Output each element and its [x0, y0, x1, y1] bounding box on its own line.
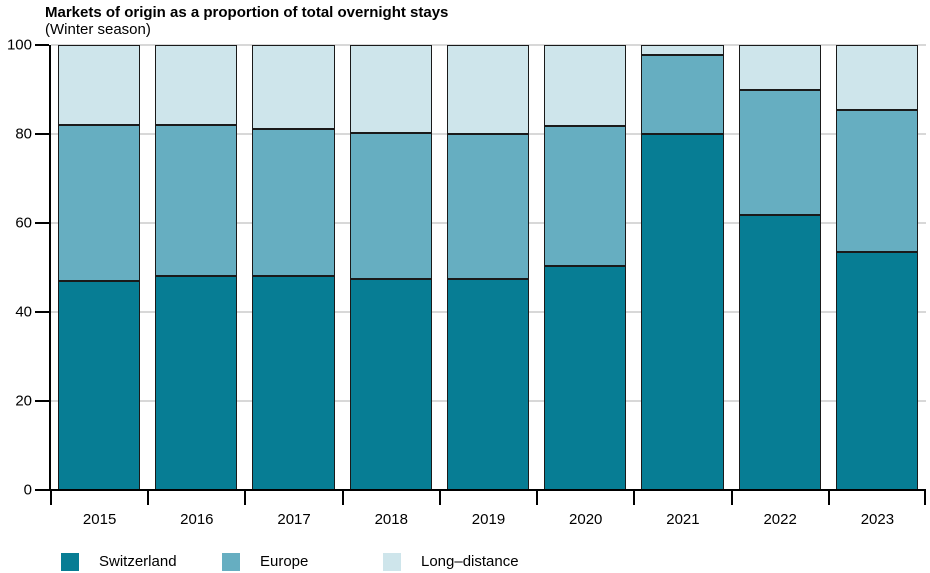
segment-2023-switzerland: [835, 251, 918, 490]
segment-2018-long–distance: [349, 45, 432, 133]
segment-2017-europe: [252, 128, 335, 277]
segment-2017-long–distance: [252, 45, 335, 129]
bar-group-2019: [440, 45, 537, 490]
segment-2022-switzerland: [738, 215, 821, 490]
bar-group-2021: [634, 45, 731, 490]
stacked-bar-2015: [58, 45, 141, 490]
y-tick-80: [35, 133, 49, 135]
y-tick-label: 80: [15, 125, 32, 143]
segment-2019-switzerland: [446, 278, 530, 490]
segment-2023-europe: [835, 109, 918, 252]
segment-2018-europe: [349, 132, 432, 280]
segment-2016-europe: [155, 125, 238, 277]
y-tick-100: [35, 44, 49, 46]
segment-2020-long–distance: [544, 45, 627, 127]
x-tick-label: 2019: [471, 511, 506, 528]
legend: Switzerland Europe Long–distance: [0, 551, 930, 572]
y-tick-40: [35, 311, 49, 313]
segment-2016-long–distance: [155, 45, 238, 126]
legend-label: Switzerland: [99, 553, 177, 570]
stacked-bar-2020: [544, 45, 627, 490]
chart-title: Markets of origin as a proportion of tot…: [45, 4, 449, 21]
legend-item-switzerland: Switzerland: [61, 551, 177, 572]
x-tick-2: [244, 490, 247, 505]
segment-2015-switzerland: [58, 280, 141, 490]
x-tick-0: [50, 490, 52, 505]
chart-subtitle: (Winter season): [45, 21, 151, 38]
legend-swatch-icon: [61, 552, 79, 571]
y-tick-60: [35, 222, 49, 224]
segment-2018-switzerland: [349, 279, 432, 490]
x-tick-8: [827, 490, 830, 505]
x-tick-3: [341, 490, 344, 505]
y-tick-20: [35, 400, 49, 402]
stacked-bar-2023: [835, 45, 918, 490]
bar-group-2023: [829, 45, 926, 490]
segment-2021-long–distance: [641, 45, 724, 56]
segment-2019-long–distance: [446, 45, 530, 134]
x-tick-label: 2020: [569, 511, 603, 528]
segment-2022-europe: [738, 89, 821, 216]
legend-item-long-distance: Long–distance: [383, 551, 519, 572]
bar-group-2017: [245, 45, 342, 490]
segment-2023-long–distance: [835, 45, 918, 110]
y-tick-label: 100: [6, 36, 32, 54]
stacked-bar-2019: [446, 45, 530, 490]
stacked-bar-2017: [252, 45, 335, 490]
segment-2021-switzerland: [641, 134, 724, 490]
segment-2017-switzerland: [252, 276, 335, 490]
y-axis-line: [49, 45, 51, 490]
bar-group-2022: [732, 45, 829, 490]
x-tick-label: 2023: [860, 511, 895, 528]
stacked-bar-2021: [641, 45, 724, 490]
x-axis-line: [35, 489, 926, 491]
x-tick-label: 2015: [82, 511, 117, 528]
segment-2015-europe: [58, 125, 141, 281]
y-tick-label: 20: [15, 392, 32, 410]
bar-group-2020: [537, 45, 634, 490]
segment-2021-europe: [641, 55, 724, 134]
x-tick-label: 2017: [277, 511, 311, 528]
y-tick-label: 0: [23, 481, 32, 499]
segment-2019-europe: [446, 134, 530, 279]
x-tick-5: [536, 490, 539, 505]
x-tick-1: [147, 490, 150, 505]
legend-item-europe: Europe: [222, 551, 308, 572]
x-tick-label: 2016: [180, 511, 214, 528]
x-tick-label: 2022: [763, 511, 797, 528]
y-tick-label: 40: [15, 303, 32, 321]
legend-swatch-icon: [222, 552, 240, 571]
bar-group-2015: [51, 45, 148, 490]
bar-group-2016: [148, 45, 245, 490]
x-tick-9: [924, 490, 926, 505]
x-tick-6: [633, 490, 636, 505]
legend-label: Europe: [260, 553, 309, 570]
segment-2015-long–distance: [58, 45, 141, 126]
stacked-bar-2016: [155, 45, 238, 490]
legend-swatch-icon: [383, 552, 401, 571]
segment-2020-europe: [544, 126, 627, 266]
x-tick-7: [730, 490, 733, 505]
segment-2016-switzerland: [155, 276, 238, 490]
y-tick-label: 60: [15, 214, 32, 232]
legend-label: Long–distance: [421, 553, 519, 570]
plot-area: 0 20 40 60 80 100 2015 2016 2017 2018 2019 2020 2021…: [7, 38, 926, 528]
x-tick-4: [438, 490, 441, 505]
stacked-bar-2018: [349, 45, 432, 490]
segment-2020-switzerland: [544, 265, 627, 490]
bar-group-2018: [343, 45, 440, 490]
x-tick-label: 2021: [666, 511, 700, 528]
x-tick-label: 2018: [374, 511, 408, 528]
stacked-bar-2022: [738, 45, 821, 490]
segment-2022-long–distance: [738, 45, 821, 90]
